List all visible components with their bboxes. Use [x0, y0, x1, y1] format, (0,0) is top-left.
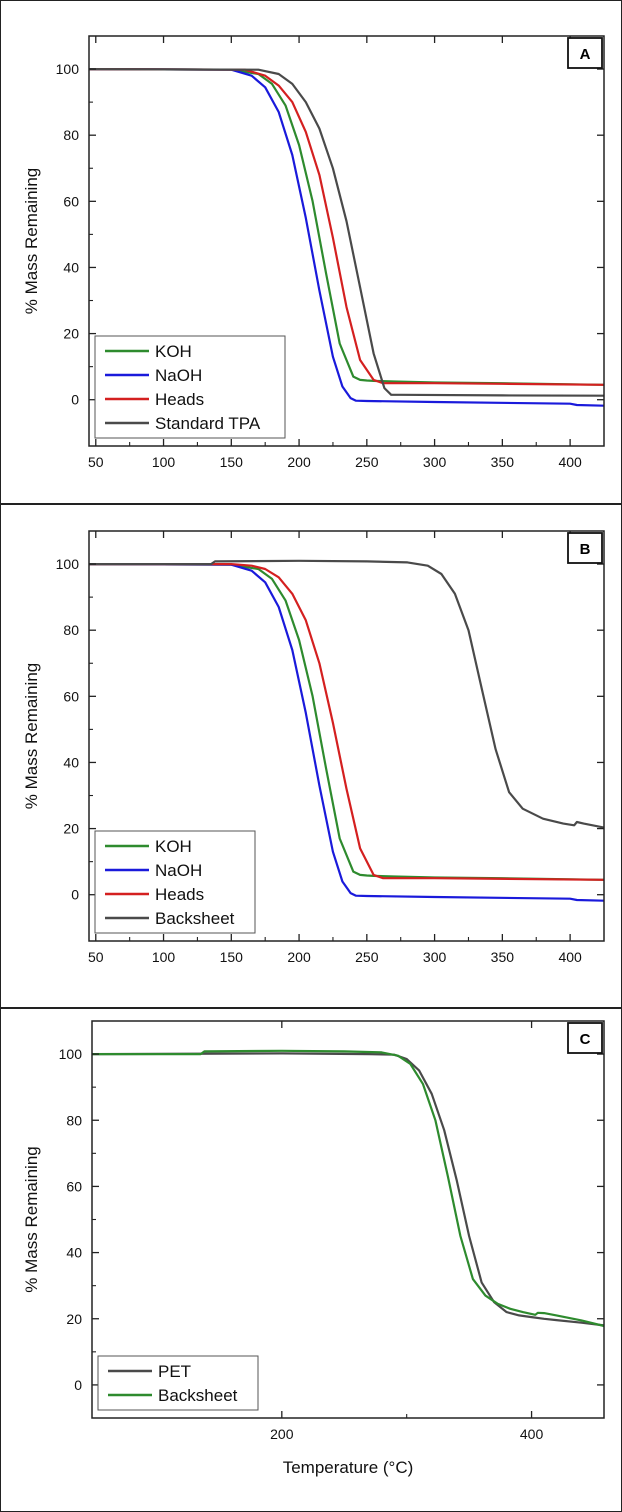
legend-label: KOH — [155, 837, 192, 856]
y-tick-label: 60 — [66, 1178, 82, 1194]
series-line-naoh — [88, 563, 605, 902]
y-tick-label: 0 — [74, 1377, 82, 1393]
x-tick-label: 350 — [491, 454, 515, 470]
plot-frame — [88, 530, 605, 942]
panel-letter: A — [580, 46, 591, 63]
y-tick-label: 40 — [66, 1245, 82, 1261]
panel-letter: B — [580, 541, 591, 558]
x-tick-label: 300 — [423, 949, 447, 965]
y-tick-label: 20 — [66, 1311, 82, 1327]
chart-c-svg: 200 400 0 20 40 60 80 100 % Mass Remaining Temper… — [22, 1020, 605, 1477]
y-axis-title: % Mass Remaining — [22, 1146, 41, 1292]
series-line-koh — [88, 68, 605, 386]
y-tick-label: 0 — [71, 392, 79, 408]
y-tick-label: 60 — [63, 193, 79, 209]
panel-letter-box — [567, 37, 603, 69]
x-tick-label: 150 — [220, 454, 244, 470]
y-tick-label: 100 — [56, 61, 80, 77]
x-tick-label: 150 — [220, 949, 244, 965]
chart-b-svg: 50 100 150 200 250 300 350 400 0 20 40 60 80 100 % Mas… — [22, 530, 605, 965]
legend-label: NaOH — [155, 861, 202, 880]
legend-box — [94, 335, 286, 439]
panel-letter-box — [567, 1022, 603, 1054]
y-tick-label: 100 — [59, 1046, 83, 1062]
panel-letter: C — [580, 1031, 591, 1048]
chart-a-svg: 50 100 150 200 250 300 350 400 0 20 40 60 80 100 % Mas… — [22, 35, 605, 470]
legend-label: NaOH — [155, 366, 202, 385]
legend-label: Standard TPA — [155, 414, 261, 433]
series-line-koh — [88, 563, 605, 881]
y-tick-label: 80 — [66, 1112, 82, 1128]
x-tick-label: 50 — [88, 949, 104, 965]
y-tick-label: 0 — [71, 887, 79, 903]
x-tick-label: 200 — [270, 1426, 294, 1442]
x-tick-label: 400 — [558, 949, 582, 965]
series-line-heads — [88, 68, 605, 386]
series-line-standard-tpa — [88, 68, 605, 397]
y-tick-label: 20 — [63, 821, 79, 837]
plot-frame — [88, 35, 605, 447]
legend-label: Backsheet — [155, 909, 235, 928]
y-tick-label: 80 — [63, 127, 79, 143]
y-tick-label: 20 — [63, 326, 79, 342]
y-tick-label: 40 — [63, 754, 79, 770]
x-tick-label: 300 — [423, 454, 447, 470]
x-tick-label: 250 — [355, 949, 379, 965]
legend-label: Backsheet — [158, 1386, 238, 1405]
x-axis-title: Temperature (°C) — [283, 1458, 414, 1477]
chart-panel-a: 50 100 150 200 250 300 350 400 0 20 40 60 80 100 % Mas… — [0, 0, 622, 504]
legend-label: PET — [158, 1362, 191, 1381]
y-tick-label: 40 — [63, 259, 79, 275]
x-tick-label: 400 — [520, 1426, 544, 1442]
series-line-naoh — [88, 68, 605, 407]
panel-letter-box — [567, 532, 603, 564]
series-line-heads — [89, 563, 605, 881]
y-tick-label: 100 — [56, 556, 80, 572]
x-tick-label: 400 — [558, 454, 582, 470]
x-tick-label: 50 — [88, 454, 104, 470]
x-tick-label: 200 — [287, 949, 311, 965]
series-line-backsheet — [92, 1049, 605, 1328]
chart-panel-b: 50 100 150 200 250 300 350 400 0 20 40 60 80 100 % Mas… — [0, 504, 622, 1008]
x-tick-label: 100 — [152, 949, 176, 965]
x-tick-label: 250 — [355, 454, 379, 470]
x-tick-label: 200 — [287, 454, 311, 470]
legend-label: Heads — [155, 390, 204, 409]
y-axis-title: % Mass Remaining — [22, 663, 41, 809]
y-tick-label: 60 — [63, 688, 79, 704]
legend-label: Heads — [155, 885, 204, 904]
x-tick-label: 100 — [152, 454, 176, 470]
legend-box — [94, 830, 256, 934]
y-tick-label: 80 — [63, 622, 79, 638]
series-line-backsheet — [89, 559, 605, 829]
chart-panel-c: 200 400 0 20 40 60 80 100 % Mass Remaining Temper… — [0, 1008, 622, 1512]
x-tick-label: 350 — [491, 949, 515, 965]
legend-label: KOH — [155, 342, 192, 361]
series-line-pet — [91, 1052, 605, 1327]
legend-box — [97, 1355, 259, 1411]
y-axis-title: % Mass Remaining — [22, 168, 41, 314]
